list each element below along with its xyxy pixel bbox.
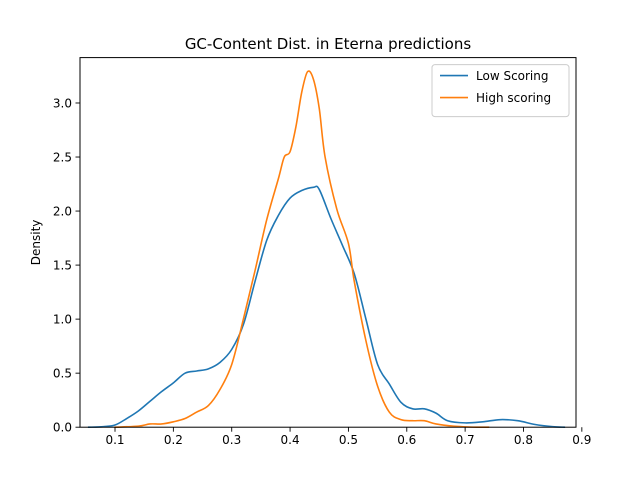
x-tick-label: 0.5	[339, 433, 358, 447]
legend: Low Scoring High scoring	[431, 64, 570, 118]
plot-lines	[87, 70, 566, 429]
x-tick-label: 0.1	[105, 433, 124, 447]
x-tick-label: 0.2	[164, 433, 183, 447]
y-tick-label: 1.5	[53, 258, 72, 272]
x-tick-label: 0.9	[572, 433, 591, 447]
chart-title: GC-Content Dist. in Eterna predictions	[185, 35, 472, 53]
series-line-high-scoring	[114, 70, 490, 429]
legend-label: High scoring	[476, 91, 551, 105]
x-tick-label: 0.6	[397, 433, 416, 447]
x-axis: 0.1 0.2 0.3 0.4 0.5 0.6 0.7 0.8 0.9	[105, 427, 591, 447]
plot-frame	[79, 57, 577, 428]
x-tick-label: 0.3	[222, 433, 241, 447]
y-tick-label: 0.0	[53, 421, 72, 435]
legend-label: Low Scoring	[476, 69, 549, 83]
y-tick-label: 0.5	[53, 366, 72, 380]
x-tick-label: 0.8	[514, 433, 533, 447]
y-tick-label: 3.0	[53, 96, 72, 110]
series-line-low-scoring	[87, 185, 566, 429]
y-axis-label: Density	[29, 220, 43, 266]
y-tick-label: 2.0	[53, 204, 72, 218]
y-tick-label: 2.5	[53, 150, 72, 164]
x-tick-label: 0.7	[456, 433, 475, 447]
y-tick-label: 1.0	[53, 312, 72, 326]
legend-box	[431, 64, 570, 118]
y-axis: 0.0 0.5 1.0 1.5 2.0 2.5 3.0	[53, 96, 80, 435]
x-tick-label: 0.4	[281, 433, 300, 447]
